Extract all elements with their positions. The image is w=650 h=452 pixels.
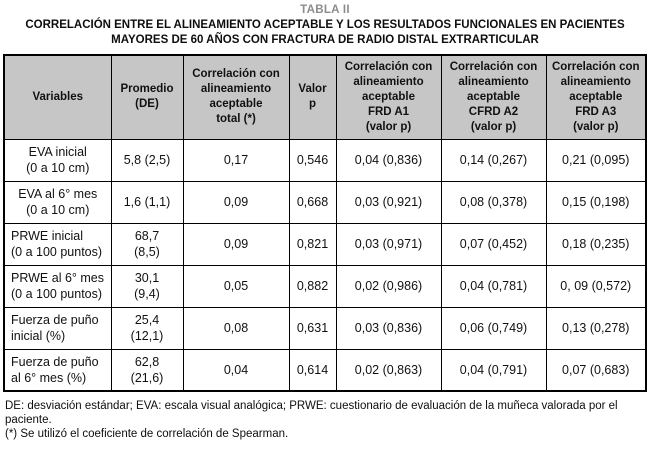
table-number-title: TABLA II [300,4,350,16]
value-cell: 0,614 [288,348,337,392]
header-cell-2: Correlación con alineamiento aceptable t… [182,54,290,140]
variable-cell: PRWE inicial (0 a 100 puntos) [3,222,112,266]
value-cell: 0,04 (0,791) [440,348,547,392]
table-row: Fuerza de puño inicial (%) 25,4 (12,1) 0,0… [3,306,647,350]
footnote-spearman: (*) Se utilizó el coeficiente de correla… [5,428,289,440]
value-cell: 30,1 (9,4) [110,264,184,308]
value-cell: 0,13 (0,278) [545,306,647,350]
value-cell: 0,882 [288,264,337,308]
value-cell: 0,15 (0,198) [545,180,647,224]
value-cell: 0,03 (0,921) [335,180,442,224]
table-row: PRWE al 6° mes (0 a 100 puntos) 30,1 (9,4… [3,264,647,308]
variable-cell: PRWE al 6° mes (0 a 100 puntos) [3,264,112,308]
table-subtitle: CORRELACIÓN ENTRE EL ALINEAMIENTO ACEPTA… [0,18,650,48]
correlation-table: Variables Promedio (DE) Correlación con al… [3,54,647,392]
table-header-row: Variables Promedio (DE) Correlación con al… [3,54,647,140]
value-cell: 0,08 [182,306,290,350]
value-cell: 0,02 (0,986) [335,264,442,308]
value-cell: 0,03 (0,836) [335,306,442,350]
value-cell: 0,07 (0,452) [440,222,547,266]
value-cell: 0,09 [182,222,290,266]
footnote-abbreviations: DE: desviación estándar; EVA: escala vis… [5,400,618,426]
variable-cell: EVA inicial (0 a 10 cm) [3,138,112,182]
header-cell-1: Promedio (DE) [110,54,184,140]
value-cell: 5,8 (2,5) [110,138,184,182]
header-cell-4: Correlación con alineamiento aceptable F… [335,54,442,140]
table-row: EVA al 6° mes (0 a 10 cm) 1,6 (1,1) 0,09 0,… [3,180,647,224]
value-cell: 0,08 (0,378) [440,180,547,224]
value-cell: 0,05 [182,264,290,308]
variable-cell: EVA al 6° mes (0 a 10 cm) [3,180,112,224]
value-cell: 0,09 [182,180,290,224]
value-cell: 0,03 (0,971) [335,222,442,266]
value-cell: 25,4 (12,1) [110,306,184,350]
value-cell: 0,04 [182,348,290,392]
value-cell: 0,04 (0,781) [440,264,547,308]
value-cell: 0,06 (0,749) [440,306,547,350]
table-subtitle-line1: CORRELACIÓN ENTRE EL ALINEAMIENTO ACEPTA… [25,19,625,31]
value-cell: 0,668 [288,180,337,224]
table-row: Fuerza de puño al 6° mes (%) 62,8 (21,6) 0… [3,348,647,392]
value-cell: 0,821 [288,222,337,266]
value-cell: 0,631 [288,306,337,350]
header-cell-6: Correlación con alineamiento aceptable F… [545,54,647,140]
paper-table-page: TABLA II CORRELACIÓN ENTRE EL ALINEAMIEN… [0,4,650,441]
table-row: EVA inicial (0 a 10 cm) 5,8 (2,5) 0,17 0,54… [3,138,647,182]
value-cell: 0,17 [182,138,290,182]
table-row: PRWE inicial (0 a 100 puntos) 68,7 (8,5) 0… [3,222,647,266]
table-subtitle-line2: MAYORES DE 60 AÑOS CON FRACTURA DE RADIO… [111,34,539,46]
value-cell: 0,21 (0,095) [545,138,647,182]
table-footnotes: DE: desviación estándar; EVA: escala vis… [5,399,646,441]
value-cell: 0,14 (0,267) [440,138,547,182]
variable-cell: Fuerza de puño inicial (%) [3,306,112,350]
value-cell: 0,04 (0,836) [335,138,442,182]
value-cell: 68,7 (8,5) [110,222,184,266]
header-cell-3: Valor p [288,54,337,140]
variable-cell: Fuerza de puño al 6° mes (%) [3,348,112,392]
value-cell: 0,546 [288,138,337,182]
header-cell-5: Correlación con alineamiento aceptable C… [440,54,547,140]
value-cell: 62,8 (21,6) [110,348,184,392]
header-cell-0: Variables [3,54,112,140]
value-cell: 0,07 (0,683) [545,348,647,392]
value-cell: 1,6 (1,1) [110,180,184,224]
value-cell: 0,18 (0,235) [545,222,647,266]
value-cell: 0, 09 (0,572) [545,264,647,308]
value-cell: 0,02 (0,863) [335,348,442,392]
